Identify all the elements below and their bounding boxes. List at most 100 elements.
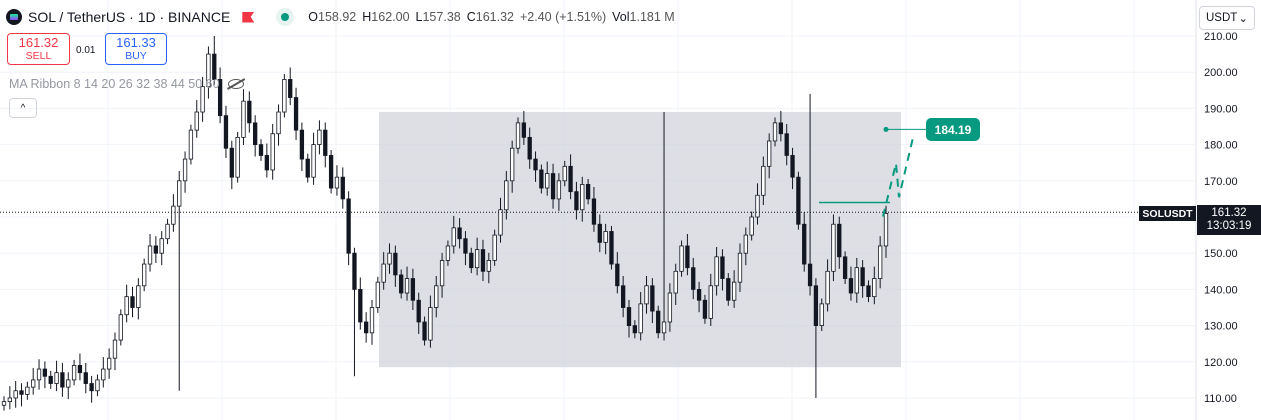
sell-button[interactable]: 161.32 SELL — [7, 33, 70, 65]
candle-down — [48, 375, 53, 384]
candle-up — [106, 357, 112, 370]
candle-up — [661, 321, 667, 334]
flag-icon[interactable] — [242, 11, 255, 23]
candle-up — [1, 401, 7, 406]
candle-up — [36, 368, 42, 381]
indicator-label: MA Ribbon 8 14 20 26 32 38 44 50 60 — [9, 77, 220, 91]
buy-price: 161.33 — [116, 35, 156, 50]
candle-up — [317, 129, 322, 145]
y-tick-label: 110.00 — [1204, 393, 1237, 405]
candle-down — [393, 252, 398, 276]
candle-down — [615, 263, 620, 287]
candle-down — [247, 100, 252, 124]
candle-down — [328, 155, 334, 189]
candle-down — [480, 249, 486, 272]
candle-down — [346, 198, 351, 254]
candle-up — [474, 249, 480, 269]
candle-up — [819, 303, 824, 327]
candle-up — [644, 285, 649, 305]
projection-path[interactable] — [882, 133, 915, 217]
collapse-legend-button[interactable]: ^ — [9, 98, 37, 118]
y-tick-label: 120.00 — [1204, 357, 1238, 369]
symbol-tag: SOLUSDT — [1139, 206, 1196, 221]
y-tick-label: 170.00 — [1204, 176, 1238, 188]
candle-down — [691, 267, 696, 290]
last-price-tag: 161.32 13:03:19 — [1197, 205, 1261, 235]
candle-up — [118, 314, 123, 341]
candle-down — [521, 122, 527, 138]
symbol-header: SOL / TetherUS · 1D · BINANCE O158.92 H1… — [6, 7, 675, 27]
candle-down — [293, 97, 299, 131]
candle-down — [802, 223, 807, 265]
solana-logo-icon — [6, 9, 22, 25]
buy-button[interactable]: 161.33 BUY — [105, 33, 167, 65]
candle-up — [369, 307, 375, 334]
candle-up — [334, 176, 340, 189]
candle-down — [399, 274, 404, 294]
candle-up — [276, 111, 281, 135]
candle-up — [235, 136, 240, 178]
chevron-down-icon: ⌄ — [1238, 13, 1248, 25]
candle-up — [404, 278, 410, 294]
candle-down — [585, 184, 591, 200]
candle-down — [626, 307, 632, 327]
candle-down — [527, 136, 532, 160]
candle-up — [545, 173, 550, 189]
candle-down — [842, 256, 848, 279]
candle-up — [854, 267, 859, 294]
candle-up — [54, 372, 59, 384]
candle-down — [539, 169, 544, 189]
candle-up — [165, 223, 170, 240]
candle-up — [749, 216, 754, 236]
candle-down — [363, 321, 369, 334]
sell-label: SELL — [25, 50, 52, 62]
candle-up — [375, 281, 380, 308]
currency-select[interactable]: USDT ⌄ — [1199, 6, 1255, 30]
candle-down — [83, 372, 88, 384]
candle-down — [229, 147, 234, 178]
candle-up — [311, 144, 316, 178]
candle-up — [177, 180, 182, 207]
candle-up — [171, 205, 176, 225]
candle-up — [580, 184, 585, 211]
candle-up — [883, 212, 889, 247]
candle-down — [866, 285, 871, 298]
candle-up — [603, 231, 608, 243]
candle-down — [837, 223, 842, 258]
eye-off-icon[interactable] — [227, 79, 244, 89]
candle-down — [253, 122, 258, 145]
candle-down — [153, 245, 159, 254]
candle-down — [258, 144, 264, 156]
candle-up — [556, 180, 562, 200]
candle-down — [299, 129, 305, 160]
candle-down — [42, 368, 48, 377]
market-status-icon — [276, 8, 295, 26]
candle-up — [182, 158, 188, 182]
candle-down — [591, 198, 597, 225]
candle-up — [194, 111, 199, 131]
candle-down — [217, 79, 223, 117]
candle-up — [7, 397, 12, 403]
y-tick-label: 200.00 — [1204, 67, 1238, 79]
y-tick-label: 140.00 — [1204, 284, 1238, 296]
candle-up — [31, 379, 36, 388]
candle-down — [89, 383, 94, 392]
y-tick-label: 210.00 — [1204, 31, 1238, 43]
indicator-legend[interactable]: MA Ribbon 8 14 20 26 32 38 44 50 60 — [9, 77, 244, 91]
candle-up — [200, 86, 205, 113]
candle-down — [305, 158, 310, 178]
candle-up — [761, 165, 766, 196]
target-price-label[interactable]: 184.19 — [926, 118, 980, 141]
candle-up — [445, 245, 451, 261]
y-tick-label: 180.00 — [1204, 140, 1238, 152]
candle-up — [142, 263, 147, 287]
candle-down — [323, 129, 328, 156]
symbol-title[interactable]: SOL / TetherUS · 1D · BINANCE — [28, 9, 231, 25]
candle-down — [352, 252, 357, 290]
candle-down — [609, 231, 614, 265]
candle-down — [422, 321, 427, 341]
candle-down — [778, 122, 784, 135]
candle-up — [428, 307, 433, 341]
candle-down — [685, 245, 690, 269]
